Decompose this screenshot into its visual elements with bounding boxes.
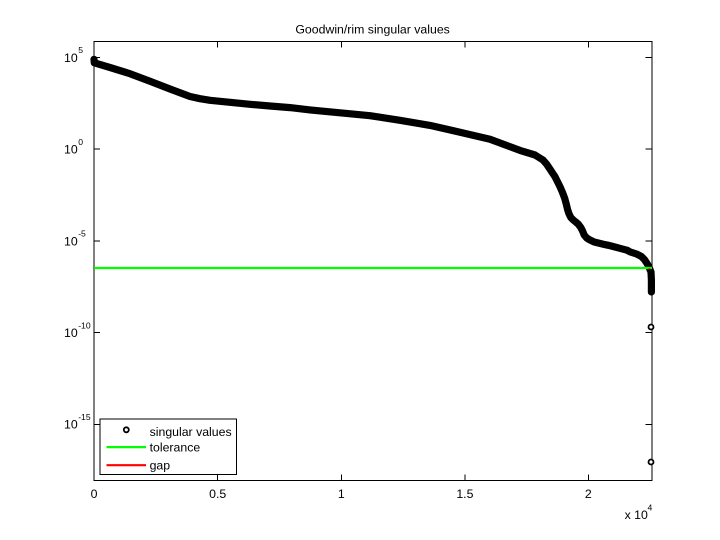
svg-text:10: 10 — [64, 234, 78, 248]
svg-text:10: 10 — [64, 143, 78, 157]
svg-text:1: 1 — [338, 487, 345, 501]
svg-text:Goodwin/rim singular values: Goodwin/rim singular values — [295, 23, 449, 37]
svg-text:gap: gap — [150, 459, 171, 473]
svg-text:-10: -10 — [78, 320, 91, 330]
svg-text:5: 5 — [78, 45, 83, 55]
svg-text:0: 0 — [91, 487, 98, 501]
svg-text:x 10: x 10 — [625, 508, 648, 522]
svg-text:10: 10 — [64, 51, 78, 65]
svg-text:10: 10 — [64, 326, 78, 340]
svg-text:1.5: 1.5 — [456, 487, 473, 501]
svg-text:0: 0 — [78, 137, 83, 147]
svg-text:tolerance: tolerance — [150, 441, 201, 455]
svg-text:-5: -5 — [78, 229, 86, 239]
svg-text:4: 4 — [648, 503, 653, 513]
svg-text:2: 2 — [585, 487, 592, 501]
svg-text:0.5: 0.5 — [209, 487, 226, 501]
svg-text:-15: -15 — [78, 412, 91, 422]
svg-text:singular values: singular values — [150, 425, 232, 439]
svg-text:10: 10 — [64, 418, 78, 432]
